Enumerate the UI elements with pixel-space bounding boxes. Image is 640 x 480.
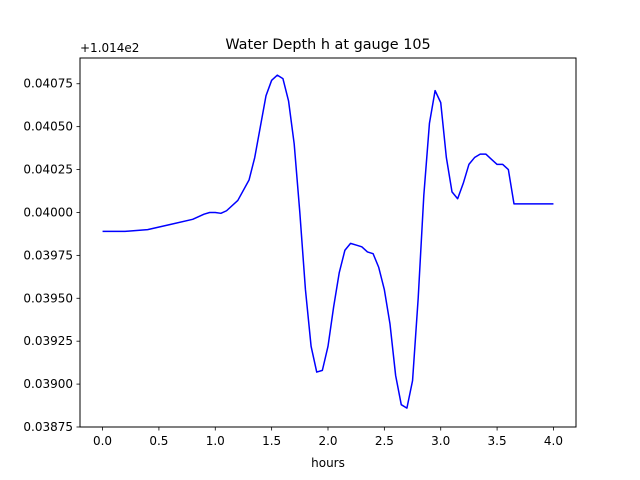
y-axis-offset-label: +1.014e2: [80, 41, 139, 55]
x-tick-label: 3.0: [431, 434, 450, 448]
x-tick-label: 0.5: [149, 434, 168, 448]
y-tick-label: 0.03900: [23, 377, 73, 391]
x-axis: 0.0 0.5 1.0 1.5 2.0 2.5 3.0 3.5 4.0: [93, 427, 563, 448]
y-tick-label: 0.04025: [23, 163, 73, 177]
series-line: [102, 74, 554, 409]
x-tick-label: 2.0: [318, 434, 337, 448]
x-tick-label: 1.5: [262, 434, 281, 448]
y-tick-label: 0.04050: [23, 120, 73, 134]
x-axis-label: hours: [311, 456, 345, 470]
y-tick-label: 0.03925: [23, 334, 73, 348]
x-tick-label: 1.0: [206, 434, 225, 448]
x-tick-label: 0.0: [93, 434, 112, 448]
x-tick-label: 4.0: [544, 434, 563, 448]
plot-area: [102, 74, 554, 409]
y-tick-label: 0.04075: [23, 77, 73, 91]
y-tick-label: 0.03875: [23, 420, 73, 434]
y-axis: 0.03875 0.03900 0.03925 0.03950 0.03975 0.040…: [23, 77, 80, 434]
y-tick-label: 0.03975: [23, 248, 73, 262]
y-tick-label: 0.04000: [23, 205, 73, 219]
chart-title: Water Depth h at gauge 105: [225, 37, 430, 53]
axes-frame: [79, 57, 577, 428]
x-tick-label: 3.5: [488, 434, 507, 448]
y-tick-label: 0.03950: [23, 291, 73, 305]
x-tick-label: 2.5: [375, 434, 394, 448]
